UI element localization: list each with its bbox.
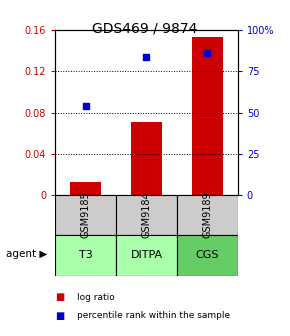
Bar [192,37,223,195]
Text: GDS469 / 9874: GDS469 / 9874 [92,22,198,36]
Text: ■: ■ [55,292,64,302]
Text: T3: T3 [79,250,93,260]
Bar [131,122,162,195]
Text: percentile rank within the sample: percentile rank within the sample [77,311,230,320]
Bar [70,181,101,195]
Text: DITPA: DITPA [130,250,162,260]
Text: ■: ■ [55,311,64,321]
Text: agent ▶: agent ▶ [6,249,47,259]
Text: GSM9189: GSM9189 [202,192,212,238]
Point [83,103,88,109]
Bar [177,235,238,276]
Bar [177,195,238,235]
Text: CGS: CGS [195,250,219,260]
Point [144,54,149,59]
Text: log ratio: log ratio [77,293,115,302]
Text: GSM9184: GSM9184 [142,192,151,238]
Bar [116,195,177,235]
Bar [116,235,177,276]
Bar [55,235,116,276]
Bar [55,195,116,235]
Point [205,51,210,56]
Text: GSM9185: GSM9185 [81,192,90,239]
